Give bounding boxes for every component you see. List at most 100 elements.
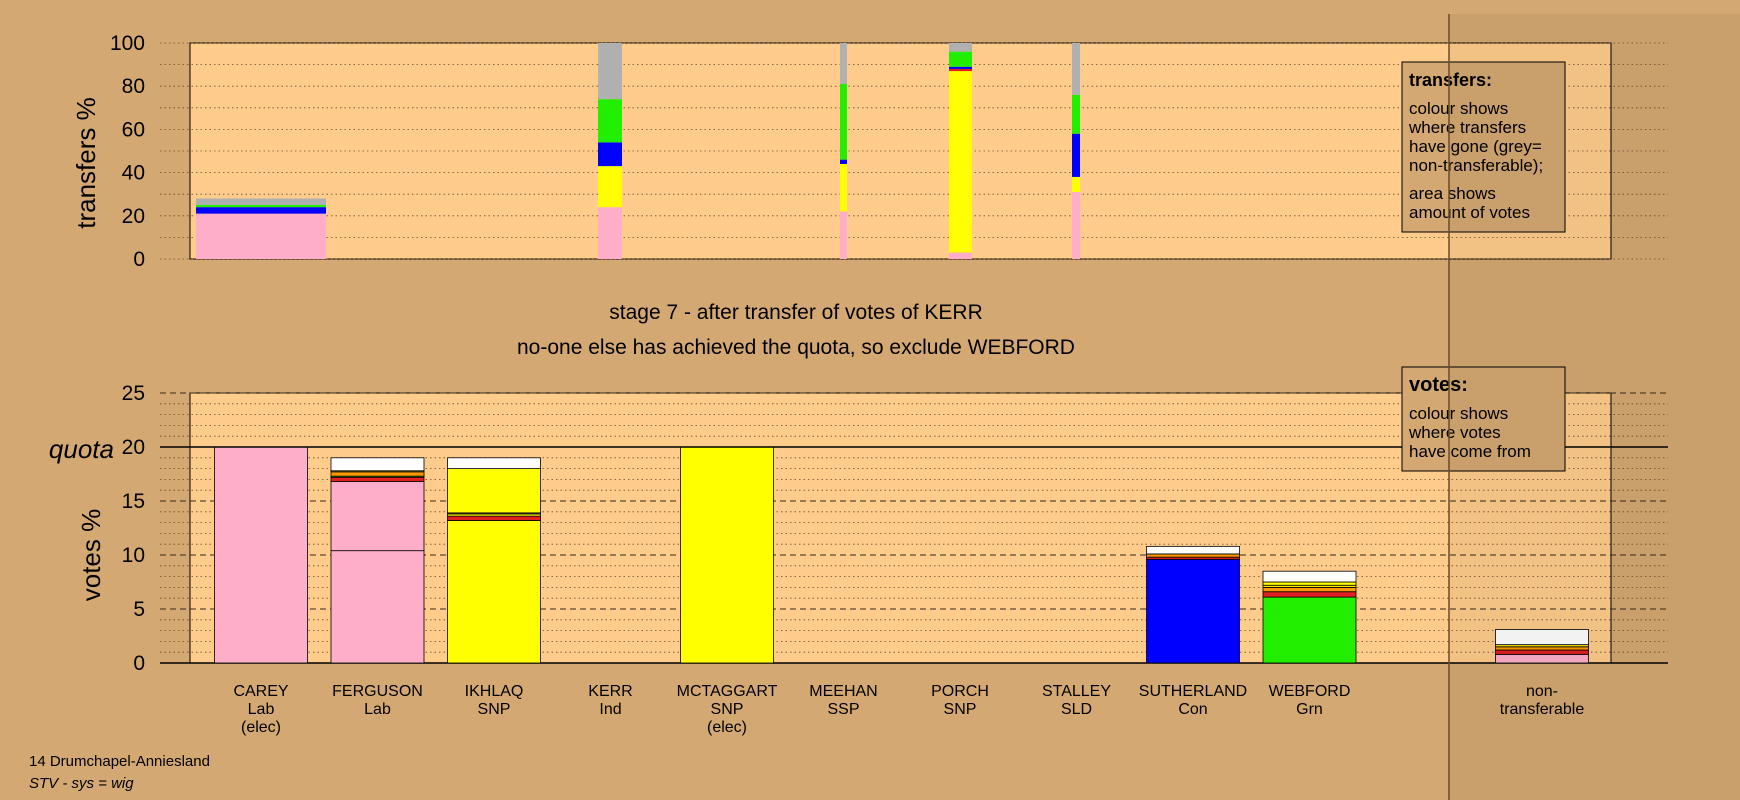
vote-segment-ikhlaq (447, 468, 541, 514)
candidate-party: Lab (248, 701, 275, 718)
votes-y-axis-title: votes % (76, 509, 106, 602)
vote-segment-sutherland (1146, 545, 1240, 555)
y-tick-label: 20 (122, 205, 145, 228)
candidate-party: SNP (711, 701, 744, 718)
y-tick-label: 25 (122, 382, 145, 405)
vote-segment-ferguson (330, 457, 425, 472)
votes-bars (160, 446, 1668, 664)
vote-segment-ikhlaq (447, 520, 541, 664)
transfer-segment-meehan (840, 43, 847, 85)
candidate-party: SNP (944, 701, 977, 718)
candidate-party: transferable (1500, 701, 1585, 718)
quota-label: quota (49, 434, 114, 464)
transfer-segment-stalley (1072, 94, 1080, 134)
candidate-party: Ind (599, 701, 621, 718)
transfer-segment-meehan (840, 163, 847, 212)
candidate-name: SUTHERLAND (1139, 683, 1247, 700)
candidate-party: SSP (827, 701, 859, 718)
vote-segment-sutherland (1146, 558, 1240, 664)
transfers-legend-line: have gone (grey= (1409, 137, 1542, 156)
candidate-party: Grn (1296, 701, 1323, 718)
vote-segment-ferguson (330, 481, 425, 552)
transfer-segment-stalley (1072, 192, 1080, 259)
transfer-segment-porch (949, 51, 972, 67)
y-tick-label: 15 (122, 490, 145, 513)
vote-segment-webford (1262, 581, 1357, 586)
transfers-bars (196, 43, 1080, 259)
y-tick-label: 0 (133, 652, 145, 675)
transfer-segment-stalley (1072, 43, 1080, 95)
y-tick-label: 20 (122, 436, 145, 459)
vote-segment-sutherland (1146, 553, 1240, 558)
votes-plot-area (189, 392, 1612, 664)
vote-segment-webford (1262, 570, 1357, 583)
votes-legend: votes: colour shows where votes have com… (1401, 366, 1566, 472)
candidate-name: FERGUSON (332, 683, 423, 700)
transfer-segment-porch (949, 71, 972, 253)
transfers-legend-box (1401, 61, 1566, 233)
stage-subtitle: no-one else has achieved the quota, so e… (517, 336, 1075, 359)
candidate-party: SNP (478, 701, 511, 718)
transfers-chart: 0 20 40 60 80 100 transfers % transfers: colo… (71, 32, 1668, 271)
vote-segment-non (1495, 629, 1589, 646)
vote-segment-ferguson (330, 476, 425, 482)
non-transferable-column-shade (1449, 14, 1740, 800)
candidate-name: KERR (588, 683, 632, 700)
transfer-segment-meehan (840, 211, 847, 259)
transfers-legend-line: area shows (1409, 184, 1496, 203)
transfer-segment-meehan (840, 159, 847, 164)
candidate-party: SLD (1061, 701, 1092, 718)
transfer-segment-porch (949, 68, 972, 72)
y-tick-label: 80 (122, 75, 145, 98)
transfer-segment-kerr (598, 142, 622, 167)
y-tick-label: 40 (122, 162, 145, 185)
transfer-segment-carey (196, 207, 326, 214)
vote-segment-webford (1262, 591, 1357, 598)
transfers-legend: transfers: colour shows where transfers … (1401, 61, 1566, 233)
candidate-party: Lab (364, 701, 391, 718)
votes-legend-line: where votes (1408, 423, 1501, 442)
votes-legend-box (1401, 366, 1566, 472)
transfers-legend-line: amount of votes (1409, 203, 1530, 222)
transfer-segment-porch (949, 43, 972, 52)
y-tick-label: 5 (133, 598, 145, 621)
vote-segment-mctaggart (680, 446, 774, 664)
candidate-name: STALLEY (1042, 683, 1111, 700)
transfer-segment-kerr (598, 166, 622, 208)
candidate-party: Con (1178, 701, 1207, 718)
voting-system: STV - sys = wig (29, 775, 134, 792)
vote-segment-webford (1262, 587, 1357, 593)
vote-segment-ferguson (330, 550, 425, 664)
votes-y-ticks: 0 5 10 15 20 25 (122, 382, 145, 675)
y-tick-label: 100 (110, 32, 145, 55)
transfer-segment-meehan (840, 84, 847, 160)
constituency-name: 14 Drumchapel-Anniesland (29, 753, 210, 770)
transfer-segment-kerr (598, 207, 622, 259)
y-tick-label: 0 (133, 248, 145, 271)
candidate-name: CAREY (233, 683, 288, 700)
y-tick-label: 60 (122, 118, 145, 141)
transfer-segment-kerr (598, 99, 622, 143)
transfers-legend-line: where transfers (1408, 118, 1526, 137)
transfers-legend-line: colour shows (1409, 99, 1508, 118)
y-tick-label: 10 (122, 544, 145, 567)
transfer-segment-porch (949, 66, 972, 69)
vote-segment-ikhlaq (447, 457, 541, 469)
transfer-segment-kerr (598, 43, 622, 100)
transfer-segment-stalley (1072, 176, 1080, 193)
votes-legend-title: votes: (1409, 374, 1468, 396)
transfer-segment-stalley (1072, 133, 1080, 177)
transfers-y-ticks: 0 20 40 60 80 100 (110, 32, 145, 271)
transfers-y-axis-title: transfers % (71, 97, 101, 229)
candidate-name: non- (1526, 683, 1558, 700)
transfer-segment-carey (196, 205, 326, 208)
vote-segment-webford (1262, 596, 1357, 664)
votes-legend-line: have come from (1409, 442, 1531, 461)
candidate-labels: CAREYLab(elec)FERGUSONLabIKHLAQSNPKERRIn… (233, 683, 1584, 736)
transfer-segment-porch (949, 252, 972, 259)
votes-legend-line: colour shows (1409, 404, 1508, 423)
candidate-name: MCTAGGART (677, 683, 778, 700)
vote-segment-carey (214, 446, 308, 664)
